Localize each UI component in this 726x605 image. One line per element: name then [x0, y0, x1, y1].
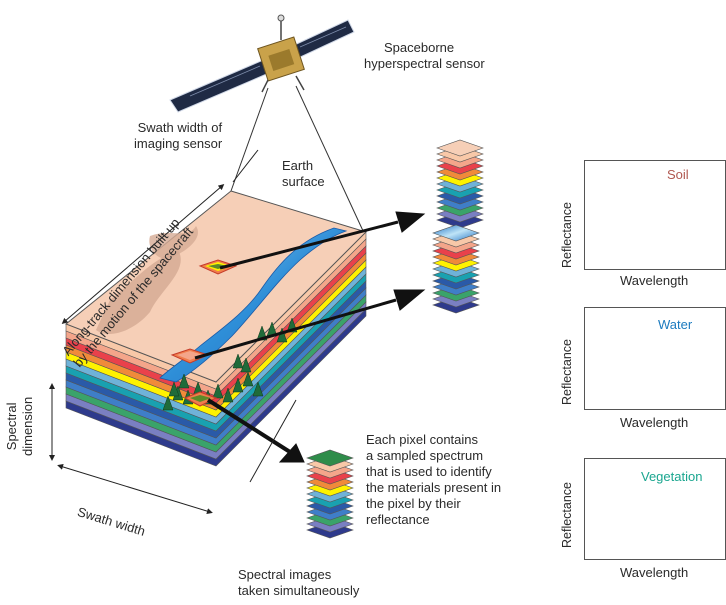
pixel-arrows — [194, 211, 426, 463]
swath-lines — [230, 85, 365, 234]
sensor-label: Spaceborne hyperspectral sensor — [364, 40, 485, 71]
soil-plot-frame: Soil — [584, 160, 726, 270]
tree-icon — [240, 357, 252, 373]
pixel-top — [436, 139, 484, 157]
tree-icon — [162, 395, 174, 411]
vegetation-pixel-stack — [306, 449, 354, 539]
tree-icon — [168, 381, 180, 397]
tree-icon — [212, 383, 224, 399]
tree-icon — [232, 353, 244, 369]
spectral-dimension-label: Spectral dimension — [4, 396, 35, 456]
water-plot-frame: Water — [584, 307, 726, 410]
swath-imaging-label: Swath width of imaging sensor — [134, 120, 223, 151]
tree-icon — [178, 373, 190, 389]
soil-plot-title: Soil — [667, 167, 689, 182]
pixel-top — [432, 224, 480, 242]
water-xlabel: Wavelength — [620, 415, 689, 430]
pixel-top — [306, 449, 354, 467]
tree-icon — [222, 387, 234, 403]
soil-xlabel: Wavelength — [620, 273, 689, 288]
water-plot-title: Water — [658, 317, 693, 332]
satellite-icon — [169, 14, 355, 113]
vegetation-plot-frame: Vegetation — [584, 458, 726, 560]
dimension-arrows — [49, 149, 297, 514]
earth-surface-label: Earth surface — [282, 158, 325, 189]
vegetation-ylabel: Reflectance — [560, 481, 574, 548]
tree-icon — [252, 381, 264, 397]
tree-icon — [242, 371, 254, 387]
soil-ylabel: Reflectance — [560, 201, 574, 268]
vegetation-plot-title: Vegetation — [641, 469, 703, 484]
soil-pixel-stack — [436, 139, 484, 229]
tree-icon — [232, 377, 244, 393]
water-pixel-stack — [432, 224, 480, 314]
water-ylabel: Reflectance — [560, 338, 574, 405]
forest-icons — [162, 317, 298, 411]
vegetation-xlabel: Wavelength — [620, 565, 689, 580]
pixel-note: Each pixel contains a sampled spectrum tha… — [366, 432, 502, 527]
spectral-images-label: Spectral images taken simultaneously — [238, 567, 360, 598]
